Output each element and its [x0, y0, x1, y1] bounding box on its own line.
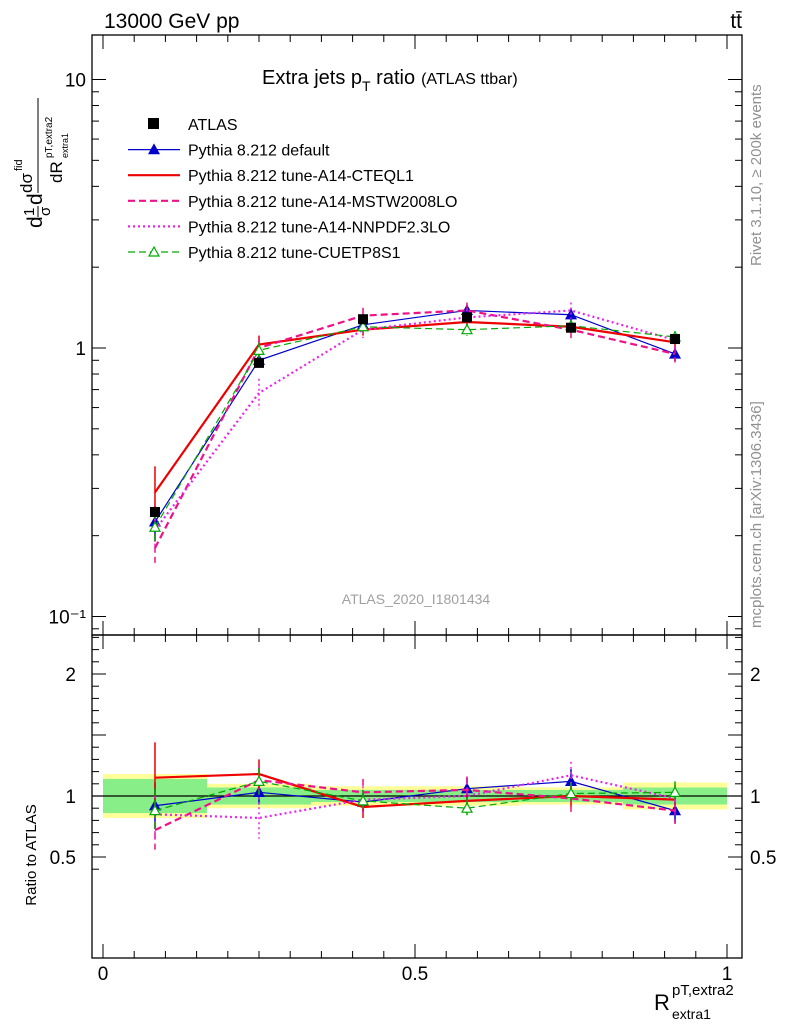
series-2 [154, 302, 676, 563]
ratio-series-4 [148, 767, 682, 833]
svg-text:σ: σ [37, 206, 54, 216]
title-paren: (ATLAS ttbar) [421, 71, 518, 88]
legend-label: ATLAS [188, 117, 238, 134]
y-tick-label: 1 [75, 339, 86, 360]
ratio-y-tick-label: 2 [65, 665, 76, 686]
ratio-line [154, 779, 676, 832]
svg-text:pT,extra2: pT,extra2 [44, 116, 55, 158]
ratio-point [669, 786, 682, 797]
svg-text:fid: fid [13, 159, 25, 171]
legend-label: Pythia 8.212 tune-CUETP8S1 [188, 245, 401, 262]
analysis-watermark: ATLAS_2020_I1801434 [342, 591, 491, 607]
x-tick-label: 0.5 [402, 964, 428, 985]
svg-text:extra1: extra1 [60, 133, 70, 158]
data-point [670, 334, 681, 345]
ratio-line [154, 780, 676, 812]
ratio-y-tick-label-right: 2 [750, 665, 761, 686]
ratio-y-tick-label-right: 0.5 [750, 848, 776, 869]
ratio-y-tick-label: 0.5 [50, 848, 76, 869]
legend: ATLAS Pythia 8.212 default Pythia 8.212 tu… [128, 117, 457, 262]
svg-text:d: d [24, 216, 47, 228]
x-label-main: R [654, 990, 670, 1015]
legend-item: Pythia 8.212 tune-A14-NNPDF2.3LO [128, 219, 450, 236]
legend-label: Pythia 8.212 default [188, 143, 330, 160]
process-label: tt̄ [730, 10, 742, 33]
data-point [148, 521, 161, 532]
data-point [149, 507, 160, 518]
legend-label: Pythia 8.212 tune-A14-CTEQL1 [188, 168, 414, 185]
mcplots-label: mcplots.cern.ch [arXiv:1306.3436] [748, 401, 765, 628]
series-1 [154, 316, 676, 526]
legend-item: Pythia 8.212 tune-CUETP8S1 [128, 245, 401, 262]
legend-marker [147, 143, 161, 155]
ratio-point [564, 787, 578, 799]
ratio-point [252, 775, 266, 786]
legend-marker [148, 118, 159, 129]
energy-label: 13000 GeV pp [104, 10, 239, 33]
legend-item: ATLAS [148, 117, 238, 134]
legend-label: Pythia 8.212 tune-A14-MSTW2008LO [188, 194, 457, 211]
ratio-line [154, 780, 676, 812]
ratio-point [148, 804, 161, 816]
ratio-line [154, 772, 676, 809]
series-line [154, 325, 676, 528]
series-line [154, 309, 676, 531]
legend-item: Pythia 8.212 tune-A14-CTEQL1 [128, 168, 414, 185]
svg-text:dR: dR [47, 161, 66, 183]
x-axis-label: R pT,extra2 extra1 [654, 982, 734, 1022]
title-rest: ratio [371, 67, 415, 89]
data-point [461, 312, 472, 323]
x-tick-label: 1 [722, 964, 733, 985]
y-axis-label-main: d 1 σ d dσ fid dR pT,extra2 extra1 [13, 98, 70, 228]
series-line [154, 320, 676, 493]
x-label-sub: extra1 [672, 1006, 711, 1022]
ratio-panel: 0 0.5 1 0.5 0.5 1 1 2 2 [50, 634, 776, 985]
series-3 [154, 302, 676, 549]
x-label-sup: pT,extra2 [672, 982, 734, 999]
x-tick-label: 0 [98, 964, 109, 985]
series-line [154, 309, 676, 523]
legend-item: Pythia 8.212 default [128, 143, 330, 160]
y-axis-label-ratio: Ratio to ATLAS [23, 804, 40, 905]
series-line [154, 309, 676, 549]
svg-text:d: d [24, 193, 47, 205]
chart-title: Extra jets pT ratio (ATLAS ttbar) [262, 67, 518, 94]
rivet-label: Rivet 3.1.10, ≥ 200k events [748, 84, 765, 266]
data-point [358, 314, 369, 325]
y-tick-label: 10 [65, 71, 86, 92]
title-sub: T [362, 78, 371, 94]
y-tick-label: 10⁻¹ [49, 608, 87, 629]
data-point [254, 357, 264, 368]
svg-text:dσ: dσ [17, 173, 36, 193]
ratio-series-3 [154, 761, 676, 839]
data-point [252, 344, 266, 355]
ratio-y-tick-label: 1 [65, 787, 76, 808]
ratio-y-tick-label-right: 1 [750, 787, 761, 808]
data-point [566, 322, 576, 333]
legend-label: Pythia 8.212 tune-A14-NNPDF2.3LO [188, 219, 450, 236]
title-main: Extra jets p [262, 67, 362, 89]
series-0 [148, 304, 682, 541]
ratio-point [357, 794, 370, 806]
series-4 [148, 319, 682, 545]
legend-item: Pythia 8.212 tune-A14-MSTW2008LO [128, 194, 457, 211]
legend-marker [147, 245, 161, 257]
data-point [460, 323, 473, 335]
ratio-line [154, 774, 676, 820]
main-panel: 10⁻¹ 1 10 [49, 34, 743, 636]
svg-text:1: 1 [21, 208, 38, 216]
data-point [357, 320, 370, 332]
ratio-point [460, 801, 473, 813]
atlas-data [149, 312, 681, 518]
